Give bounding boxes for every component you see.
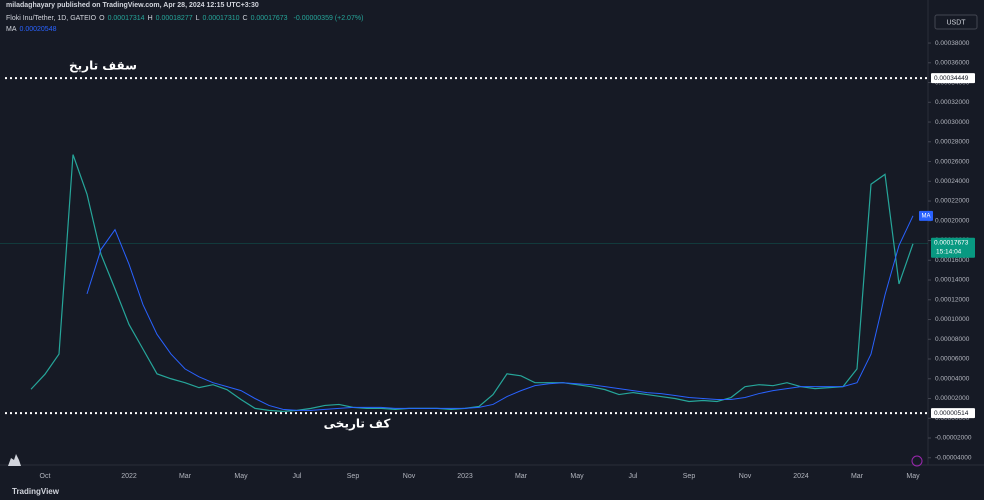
y-tick-label: 0.00026000 bbox=[935, 158, 970, 165]
y-tick-label: 0.00016000 bbox=[935, 257, 970, 264]
y-tick-label: 0.00030000 bbox=[935, 119, 970, 126]
series-line bbox=[30, 154, 914, 412]
x-tick-label: Nov bbox=[403, 473, 416, 480]
logo-icon bbox=[8, 454, 21, 466]
legend-entry: MA bbox=[6, 26, 17, 33]
x-tick-label: May bbox=[570, 473, 584, 480]
x-tick-label: Mar bbox=[851, 473, 864, 480]
symbol-line: Floki Inu/Tether, 1D, GATEIO O 0.00017314 H… bbox=[6, 15, 366, 22]
flash-icon[interactable] bbox=[911, 455, 923, 467]
ohlc-key: O bbox=[99, 15, 105, 22]
y-tick-label: 0.00008000 bbox=[935, 336, 970, 343]
ohlc-key: H bbox=[147, 15, 153, 22]
y-tick-label: 0.00020000 bbox=[935, 217, 970, 224]
ma-value: 0.00020548 bbox=[19, 26, 57, 33]
symbol: Floki Inu/Tether, 1D, GATEIO bbox=[6, 15, 97, 22]
x-tick-label: Jul bbox=[629, 473, 638, 480]
ohlc-key: L bbox=[195, 15, 200, 22]
y-tick-label: 0.00022000 bbox=[935, 198, 970, 205]
price-label-box bbox=[931, 73, 975, 84]
x-tick-label: May bbox=[234, 473, 248, 480]
annotation: کف تاریخی bbox=[324, 417, 391, 431]
y-tick-label: 0.00010000 bbox=[935, 316, 970, 323]
x-tick-label: May bbox=[906, 473, 920, 480]
price-label: 0.00034449 bbox=[934, 75, 969, 82]
x-tick-label: Sep bbox=[683, 473, 696, 480]
y-tick-label: 0.00004000 bbox=[935, 375, 970, 382]
x-tick-label: Mar bbox=[179, 473, 192, 480]
currency-box[interactable] bbox=[934, 14, 978, 30]
y-tick-label: 0.00024000 bbox=[935, 178, 970, 185]
last-price: 0.00017673 bbox=[934, 239, 969, 246]
ohlc-value: 0.00017314 bbox=[107, 15, 145, 22]
x-tick-label: Sep bbox=[347, 473, 360, 480]
price-label: 0.00000514 bbox=[934, 410, 969, 417]
last-price-box bbox=[931, 237, 975, 258]
x-tick-label: Mar bbox=[515, 473, 528, 480]
series-line bbox=[86, 215, 914, 411]
change: -0.00000359 (+2.07%) bbox=[293, 15, 364, 22]
ohlc: O 0.00017314 H 0.00018277 L 0.00017310 C 0.0001… bbox=[99, 15, 290, 22]
ohlc-key: C bbox=[242, 15, 248, 22]
x-tick-label: Jul bbox=[293, 473, 302, 480]
y-tick-label: 0.00038000 bbox=[935, 40, 970, 47]
annotation: سقف تاریخ bbox=[69, 59, 137, 73]
x-tick-label: 2024 bbox=[793, 473, 809, 480]
price-label-box bbox=[931, 408, 975, 419]
y-tick-label: 0.00006000 bbox=[935, 356, 970, 363]
currency[interactable]: USDT bbox=[946, 19, 966, 26]
y-tick-label: -0.00004000 bbox=[935, 454, 972, 461]
y-tick-label: 0.00002000 bbox=[935, 395, 970, 402]
ma-legend: MA 0.00020548 bbox=[6, 26, 59, 33]
y-tick-label: 0.00012000 bbox=[935, 296, 970, 303]
ohlc-value: 0.00018277 bbox=[155, 15, 193, 22]
x-tick-label: 2022 bbox=[121, 473, 137, 480]
y-tick-label: -0.00002000 bbox=[935, 435, 972, 442]
footer-brand: TradingView bbox=[12, 487, 60, 496]
countdown: 15:14:04 bbox=[936, 248, 962, 255]
x-tick-label: Nov bbox=[739, 473, 752, 480]
x-tick-label: Oct bbox=[40, 473, 51, 480]
y-tick-label: 0.00036000 bbox=[935, 60, 970, 67]
y-tick-label: 0.00028000 bbox=[935, 139, 970, 146]
publisher: miladaghayary published on TradingView.c… bbox=[6, 2, 259, 9]
y-tick-label: 0.00014000 bbox=[935, 277, 970, 284]
y-tick-label: 0.00000000 bbox=[935, 415, 970, 422]
ma-tag: MA bbox=[922, 213, 931, 219]
ohlc-value: 0.00017673 bbox=[250, 15, 288, 22]
ma-tag-box bbox=[919, 210, 933, 221]
ohlc-value: 0.00017310 bbox=[202, 15, 240, 22]
x-tick-label: 2023 bbox=[457, 473, 473, 480]
y-tick-label: 0.00032000 bbox=[935, 99, 970, 106]
